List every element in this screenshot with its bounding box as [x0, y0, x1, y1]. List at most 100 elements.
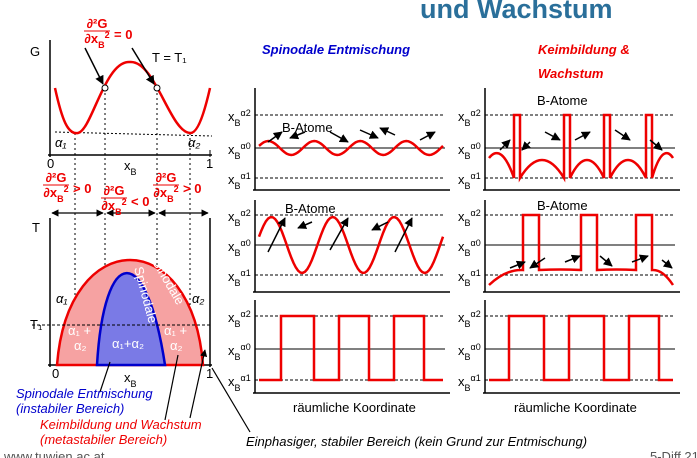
diffusion-arrow	[509, 260, 526, 270]
label: α₂	[170, 338, 183, 353]
label-part: Wachstum	[538, 66, 604, 81]
label-part: 0	[47, 156, 54, 171]
label-part: x	[228, 343, 235, 358]
label-part: α₂	[74, 338, 87, 353]
level-label: xBα1	[228, 373, 251, 393]
label-part: ∂²G	[46, 170, 67, 185]
label-part: B	[465, 181, 471, 191]
label-part: x	[228, 109, 235, 124]
level-label: xBα2	[458, 108, 481, 128]
label-part: α0	[471, 238, 481, 248]
level-label: xBα1	[458, 373, 481, 393]
diffusion-arrow	[267, 217, 286, 253]
label-part: = 0	[114, 27, 132, 42]
diffusion-arrow	[529, 257, 546, 269]
label-part: x	[458, 209, 465, 224]
diffusion-arrow	[297, 220, 313, 229]
label-part: B	[235, 319, 241, 329]
level-label: xBα2	[228, 309, 251, 329]
label-part: 0	[52, 366, 59, 381]
label-part: B	[131, 379, 137, 389]
label-part: räumliche Koordinate	[514, 400, 637, 415]
label-part: ∂x	[153, 185, 167, 200]
label-part: α₁ +	[164, 323, 187, 338]
label-part: Einphasiger, stabiler Bereich (kein Grun…	[246, 434, 587, 449]
label-part: B-Atome	[537, 198, 588, 213]
diffusion-arrow	[499, 139, 511, 151]
label-part: B-Atome	[285, 201, 336, 216]
label-part: 2	[105, 30, 110, 40]
diffusion-arrow	[289, 130, 306, 140]
level-label: xBα0	[458, 141, 481, 161]
label: Keimbildung &	[538, 42, 630, 57]
label: 1	[206, 156, 213, 171]
diffusion-arrow	[521, 141, 531, 151]
fraction-num: ∂²G	[104, 183, 125, 198]
level-label: xBα2	[458, 208, 481, 228]
label-part: B	[235, 118, 241, 128]
level-label: xBα2	[458, 309, 481, 329]
label-part: B	[465, 278, 471, 288]
label-part: x	[228, 172, 235, 187]
label-part: α1	[471, 171, 481, 181]
level-label: xBα2	[228, 108, 251, 128]
fraction-den: ∂xB2	[101, 197, 126, 217]
profile	[258, 139, 444, 157]
b-atoms: B-Atome	[537, 93, 588, 108]
label-part: B	[57, 194, 64, 204]
label-part: x	[458, 172, 465, 187]
label-part: B	[465, 319, 471, 329]
label-part: α0	[241, 238, 251, 248]
label-part: x	[228, 142, 235, 157]
level-label: xBα1	[458, 171, 481, 191]
b-atoms: B-Atome	[282, 120, 333, 135]
label-part: x	[458, 269, 465, 284]
label-part: α₁ +	[68, 323, 91, 338]
diffusion-arrow	[379, 127, 396, 136]
label: α₁	[55, 135, 67, 150]
label-part: ∂x	[43, 185, 57, 200]
profile	[259, 314, 443, 382]
label-part: www.tuwien.ac.at	[3, 449, 105, 458]
label-part: x	[458, 239, 465, 254]
label-part: α₁+α₂	[112, 336, 144, 351]
label-part: B	[235, 383, 241, 393]
label-part: B	[235, 278, 241, 288]
label: α₁	[56, 291, 68, 306]
diffusion-arrow	[614, 129, 631, 141]
b-atoms: B-Atome	[537, 198, 588, 213]
level-label: xBα1	[228, 268, 251, 288]
label-part: x	[124, 370, 131, 385]
label-part: ∂²G	[87, 16, 108, 31]
label-part: T	[32, 220, 40, 235]
fraction-num: ∂²G	[156, 170, 177, 185]
fraction-num: ∂²G	[87, 16, 108, 31]
profile	[488, 113, 675, 183]
diffusion-arrow	[661, 259, 673, 269]
fraction-den: ∂xB2	[84, 30, 109, 50]
label: 5-Diff 21	[650, 449, 697, 458]
label: Spinodale Entmischung	[262, 42, 410, 57]
label: 0	[47, 156, 54, 171]
level-label: xBα0	[458, 238, 481, 258]
label-part: T = T₁	[152, 50, 187, 65]
profile-panels	[253, 88, 680, 394]
label-part: B	[465, 248, 471, 258]
label: α₁+α₂	[112, 336, 144, 351]
label: Keimbildung und Wachstum	[40, 417, 202, 432]
label-part: B-Atome	[537, 93, 588, 108]
fraction-num: ∂²G	[46, 170, 67, 185]
label-part: α0	[471, 342, 481, 352]
label-part: x	[228, 374, 235, 389]
label-part: α₁	[55, 135, 67, 150]
label: α₁ +	[68, 323, 91, 338]
label-part: α1	[241, 373, 251, 383]
label-part: B	[465, 218, 471, 228]
label-part: α1	[471, 268, 481, 278]
label-part: 2	[122, 197, 127, 207]
label-part: B	[235, 352, 241, 362]
label-part: x	[228, 269, 235, 284]
profile	[257, 215, 445, 275]
label-part: Spinodale Entmischung	[262, 42, 410, 57]
